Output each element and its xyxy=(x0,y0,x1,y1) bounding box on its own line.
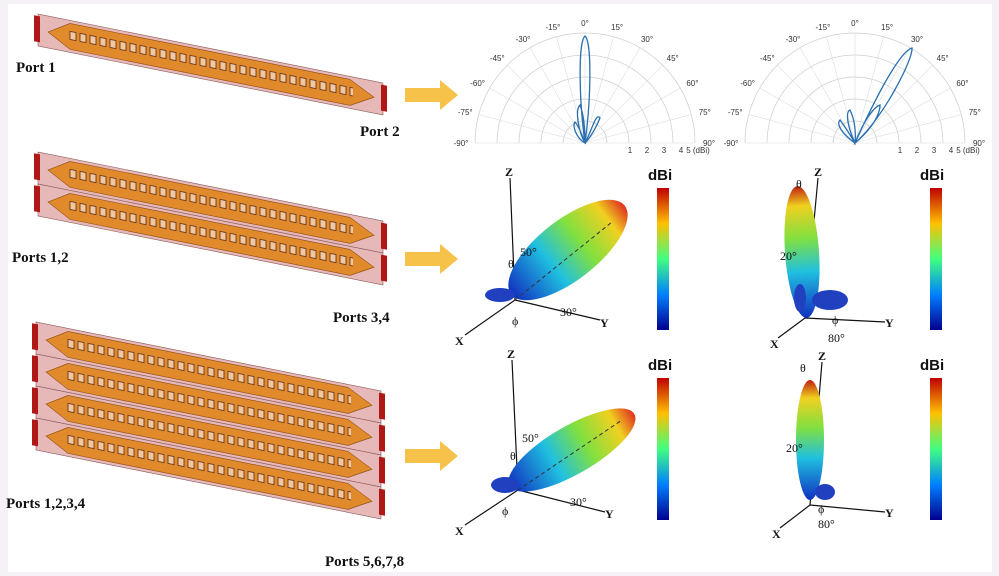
angle-label: -30° xyxy=(786,35,801,44)
angle-label: 80° xyxy=(828,331,845,345)
angle-label: 0° xyxy=(851,19,859,28)
axis-label: X xyxy=(455,524,464,538)
radial-label: 1 xyxy=(898,146,903,155)
axis-label: Z xyxy=(505,165,513,179)
angle-label: 50° xyxy=(522,431,539,445)
axis-label: Y xyxy=(885,316,894,330)
angle-label: -30° xyxy=(516,35,531,44)
angle-label: -45° xyxy=(490,54,505,63)
angle-label: θ xyxy=(510,449,516,463)
angle-label: 15° xyxy=(611,23,623,32)
angle-label: 45° xyxy=(667,54,679,63)
angle-label: 50° xyxy=(520,245,537,259)
port-label: Port 2 xyxy=(360,124,400,140)
port-label: Ports 3,4 xyxy=(333,310,390,326)
angle-label: 0° xyxy=(581,19,589,28)
angle-label: -60° xyxy=(470,79,485,88)
angle-label: -15° xyxy=(816,23,831,32)
angle-label: 75° xyxy=(699,108,711,117)
angle-label: θ xyxy=(508,257,514,271)
angle-label: -15° xyxy=(546,23,561,32)
angle-label: 90° xyxy=(703,139,715,148)
colorbar-label: dBi xyxy=(648,167,672,184)
angle-label: θ xyxy=(800,361,806,375)
page: {"rows":[ {"left_label":"Port 1","right_… xyxy=(0,0,999,576)
angle-label: ϕ xyxy=(512,314,518,328)
figure: Port 1 Port 2 Ports 1,2 Ports 3,4 Ports … xyxy=(0,0,999,576)
angle-label: 30° xyxy=(560,305,577,319)
port-label: Ports 1,2,3,4 xyxy=(6,496,86,512)
angle-label: -75° xyxy=(728,108,743,117)
radial-label: 3 xyxy=(662,146,667,155)
angle-label: 80° xyxy=(818,517,835,531)
radial-label: 2 xyxy=(645,146,650,155)
angle-label: 30° xyxy=(911,35,923,44)
axis-label: X xyxy=(772,527,781,541)
radial-label: 4 xyxy=(949,146,954,155)
angle-label: -75° xyxy=(458,108,473,117)
axis-label: Y xyxy=(605,507,614,521)
angle-label: ϕ xyxy=(818,502,824,516)
angle-label: -45° xyxy=(760,54,775,63)
axis-label: Z xyxy=(814,165,822,179)
axis-label: X xyxy=(455,334,464,348)
radial-label: 2 xyxy=(915,146,920,155)
angle-label: 90° xyxy=(973,139,985,148)
angle-label: ϕ xyxy=(832,313,838,327)
port-label: Port 1 xyxy=(16,60,56,76)
angle-label: 75° xyxy=(969,108,981,117)
colorbar-label: dBi xyxy=(920,357,944,374)
radial-label: 4 xyxy=(679,146,684,155)
colorbar-label: dBi xyxy=(920,167,944,184)
radial-label: 3 xyxy=(932,146,937,155)
port-label: Ports 5,6,7,8 xyxy=(325,554,404,570)
axis-label: Y xyxy=(885,506,894,520)
angle-label: -60° xyxy=(740,79,755,88)
colorbar-label: dBi xyxy=(648,357,672,374)
axis-label: Z xyxy=(818,349,826,363)
angle-label: -90° xyxy=(724,139,739,148)
angle-label: 60° xyxy=(686,79,698,88)
angle-label: 30° xyxy=(641,35,653,44)
port-label: Ports 1,2 xyxy=(12,250,69,266)
angle-label: 45° xyxy=(937,54,949,63)
angle-label: 20° xyxy=(780,249,797,263)
angle-label: 60° xyxy=(956,79,968,88)
angle-label: 30° xyxy=(570,495,587,509)
angle-label: ϕ xyxy=(502,504,508,518)
angle-label: 20° xyxy=(786,441,803,455)
axis-label: X xyxy=(770,337,779,351)
radial-label: 1 xyxy=(628,146,633,155)
axis-label: Y xyxy=(600,316,609,330)
angle-label: θ xyxy=(796,177,802,191)
axis-label: Z xyxy=(507,347,515,361)
angle-label: -90° xyxy=(454,139,469,148)
angle-label: 15° xyxy=(881,23,893,32)
